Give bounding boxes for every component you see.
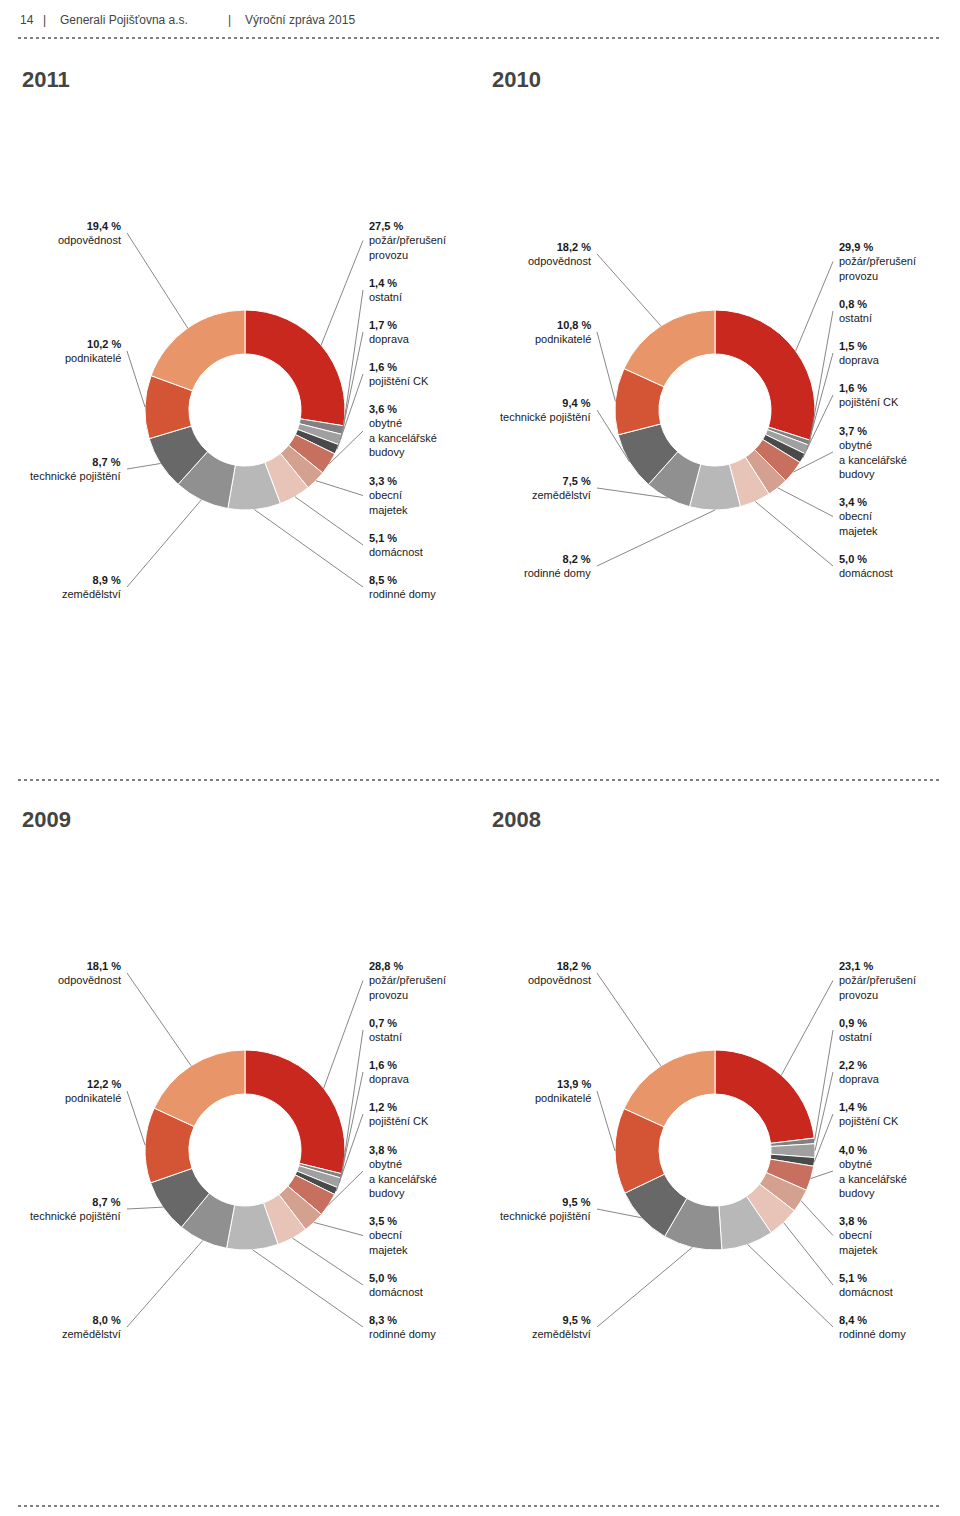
svg-text:8,4 %rodinné domy: 8,4 %rodinné domy <box>839 1314 906 1340</box>
svg-text:1,6 %pojištění CK: 1,6 %pojištění CK <box>839 382 899 408</box>
svg-text:1,4 %ostatní: 1,4 %ostatní <box>369 277 402 303</box>
svg-text:9,4 %technické pojištění: 9,4 %technické pojištění <box>500 397 591 423</box>
svg-text:23,1 %požár/přerušeníprovozu: 23,1 %požár/přerušeníprovozu <box>839 960 916 1001</box>
svg-text:3,6 %obytnéa kancelářskébudovy: 3,6 %obytnéa kancelářskébudovy <box>369 403 437 458</box>
svg-text:28,8 %požár/přerušeníprovozu: 28,8 %požár/přerušeníprovozu <box>369 960 446 1001</box>
svg-text:5,0 %domácnost: 5,0 %domácnost <box>369 1272 423 1298</box>
svg-text:1,2 %pojištění CK: 1,2 %pojištění CK <box>369 1101 429 1127</box>
svg-text:8,0 %zemědělství: 8,0 %zemědělství <box>62 1314 121 1340</box>
svg-text:0,9 %ostatní: 0,9 %ostatní <box>839 1017 872 1043</box>
svg-text:8,2 %rodinné domy: 8,2 %rodinné domy <box>524 553 591 579</box>
svg-text:2011: 2011 <box>22 67 70 92</box>
svg-text:4,0 %obytnéa kancelářskébudovy: 4,0 %obytnéa kancelářskébudovy <box>839 1144 907 1199</box>
svg-text:27,5 %požár/přerušeníprovozu: 27,5 %požár/přerušeníprovozu <box>369 220 446 261</box>
svg-text:Generali Pojišťovna a.s.: Generali Pojišťovna a.s. <box>60 13 188 27</box>
svg-text:1,7 %doprava: 1,7 %doprava <box>369 319 410 345</box>
svg-text:3,3 %obecnímajetek: 3,3 %obecnímajetek <box>369 475 408 516</box>
svg-text:13,9 %podnikatelé: 13,9 %podnikatelé <box>535 1078 591 1104</box>
svg-text:12,2 %podnikatelé: 12,2 %podnikatelé <box>65 1078 121 1104</box>
svg-text:9,5 %zemědělství: 9,5 %zemědělství <box>532 1314 591 1340</box>
svg-text:8,5 %rodinné domy: 8,5 %rodinné domy <box>369 574 436 600</box>
svg-text:3,8 %obytnéa kancelářskébudovy: 3,8 %obytnéa kancelářskébudovy <box>369 1144 437 1199</box>
svg-text:3,4 %obecnímajetek: 3,4 %obecnímajetek <box>839 496 878 537</box>
svg-text:7,5 %zemědělství: 7,5 %zemědělství <box>532 475 591 501</box>
svg-text:10,2 %podnikatelé: 10,2 %podnikatelé <box>65 338 121 364</box>
svg-text:18,2 %odpovědnost: 18,2 %odpovědnost <box>528 960 591 986</box>
svg-text:5,1 %domácnost: 5,1 %domácnost <box>839 1272 893 1298</box>
svg-text:14: 14 <box>20 13 34 27</box>
svg-text:2008: 2008 <box>492 807 541 832</box>
svg-text:1,6 %pojištění CK: 1,6 %pojištění CK <box>369 361 429 387</box>
svg-text:1,6 %doprava: 1,6 %doprava <box>369 1059 410 1085</box>
svg-text:10,8 %podnikatelé: 10,8 %podnikatelé <box>535 319 591 345</box>
svg-text:8,7 %technické pojištění: 8,7 %technické pojištění <box>30 456 121 482</box>
svg-text:2009: 2009 <box>22 807 71 832</box>
svg-text:Výroční zpráva 2015: Výroční zpráva 2015 <box>245 13 355 27</box>
svg-text:8,3 %rodinné domy: 8,3 %rodinné domy <box>369 1314 436 1340</box>
svg-text:0,7 %ostatní: 0,7 %ostatní <box>369 1017 402 1043</box>
svg-text:8,7 %technické pojištění: 8,7 %technické pojištění <box>30 1196 121 1222</box>
svg-text:5,1 %domácnost: 5,1 %domácnost <box>369 532 423 558</box>
svg-text:1,4 %pojištění CK: 1,4 %pojištění CK <box>839 1101 899 1127</box>
svg-text:0,8 %ostatní: 0,8 %ostatní <box>839 298 872 324</box>
svg-text:3,8 %obecnímajetek: 3,8 %obecnímajetek <box>839 1215 878 1256</box>
svg-text:18,1 %odpovědnost: 18,1 %odpovědnost <box>58 960 121 986</box>
svg-text:|: | <box>43 13 46 27</box>
svg-text:2010: 2010 <box>492 67 541 92</box>
svg-text:9,5 %technické pojištění: 9,5 %technické pojištění <box>500 1196 591 1222</box>
svg-text:3,7 %obytnéa kancelářskébudovy: 3,7 %obytnéa kancelářskébudovy <box>839 425 907 480</box>
svg-text:5,0 %domácnost: 5,0 %domácnost <box>839 553 893 579</box>
svg-text:29,9 %požár/přerušeníprovozu: 29,9 %požár/přerušeníprovozu <box>839 241 916 282</box>
svg-text:19,4 %odpovědnost: 19,4 %odpovědnost <box>58 220 121 246</box>
svg-text:8,9 %zemědělství: 8,9 %zemědělství <box>62 574 121 600</box>
svg-text:1,5 %doprava: 1,5 %doprava <box>839 340 880 366</box>
svg-text:2,2 %doprava: 2,2 %doprava <box>839 1059 880 1085</box>
svg-text:3,5 %obecnímajetek: 3,5 %obecnímajetek <box>369 1215 408 1256</box>
svg-text:18,2 %odpovědnost: 18,2 %odpovědnost <box>528 241 591 267</box>
svg-text:|: | <box>228 13 231 27</box>
